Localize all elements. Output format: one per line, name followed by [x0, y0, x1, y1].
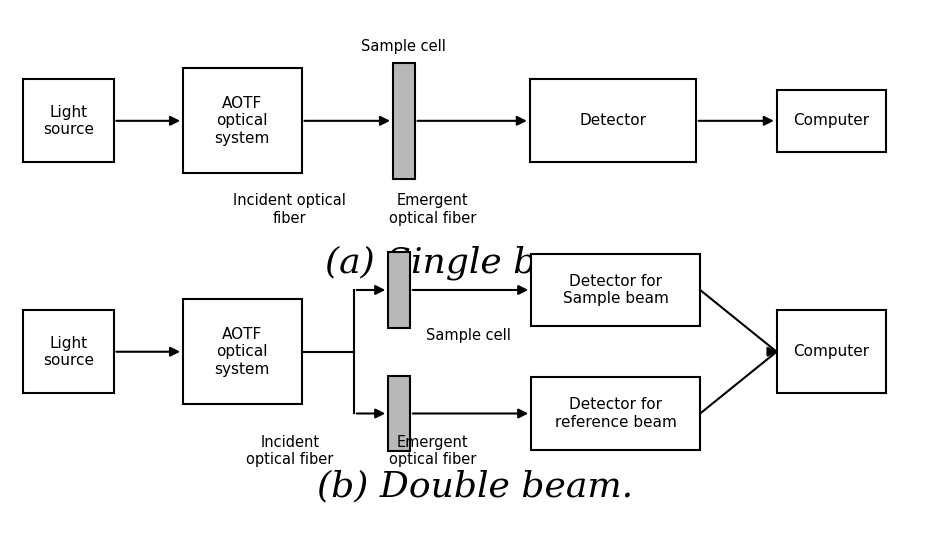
Text: (a) Single beam.: (a) Single beam.	[325, 245, 625, 280]
Text: Detector for
reference beam: Detector for reference beam	[555, 397, 676, 430]
Text: Emergent
optical fiber: Emergent optical fiber	[389, 193, 476, 226]
Text: Light
source: Light source	[43, 336, 94, 368]
Bar	[531, 377, 700, 450]
Text: AOTF
optical
system: AOTF optical system	[215, 327, 270, 376]
Text: Detector: Detector	[580, 113, 646, 128]
Text: Incident
optical fiber: Incident optical fiber	[246, 435, 333, 467]
Text: Sample cell: Sample cell	[361, 39, 446, 54]
Bar	[530, 79, 695, 162]
Text: Emergent
optical fiber: Emergent optical fiber	[389, 435, 476, 467]
Bar	[23, 310, 114, 393]
Text: Light
source: Light source	[43, 105, 94, 137]
Text: Computer: Computer	[793, 344, 869, 359]
Bar	[182, 300, 302, 404]
Text: Detector for
Sample beam: Detector for Sample beam	[562, 274, 669, 306]
Bar	[777, 310, 885, 393]
Text: (b) Double beam.: (b) Double beam.	[317, 470, 633, 504]
Text: Computer: Computer	[793, 113, 869, 128]
Bar	[777, 90, 885, 151]
Text: Sample cell: Sample cell	[426, 328, 510, 343]
Bar	[393, 63, 414, 178]
Bar	[388, 252, 410, 328]
Bar	[182, 68, 302, 173]
Bar	[23, 79, 114, 162]
Text: Incident optical
fiber: Incident optical fiber	[234, 193, 346, 226]
Bar	[388, 376, 410, 451]
Text: AOTF
optical
system: AOTF optical system	[215, 96, 270, 146]
Bar	[531, 253, 700, 326]
